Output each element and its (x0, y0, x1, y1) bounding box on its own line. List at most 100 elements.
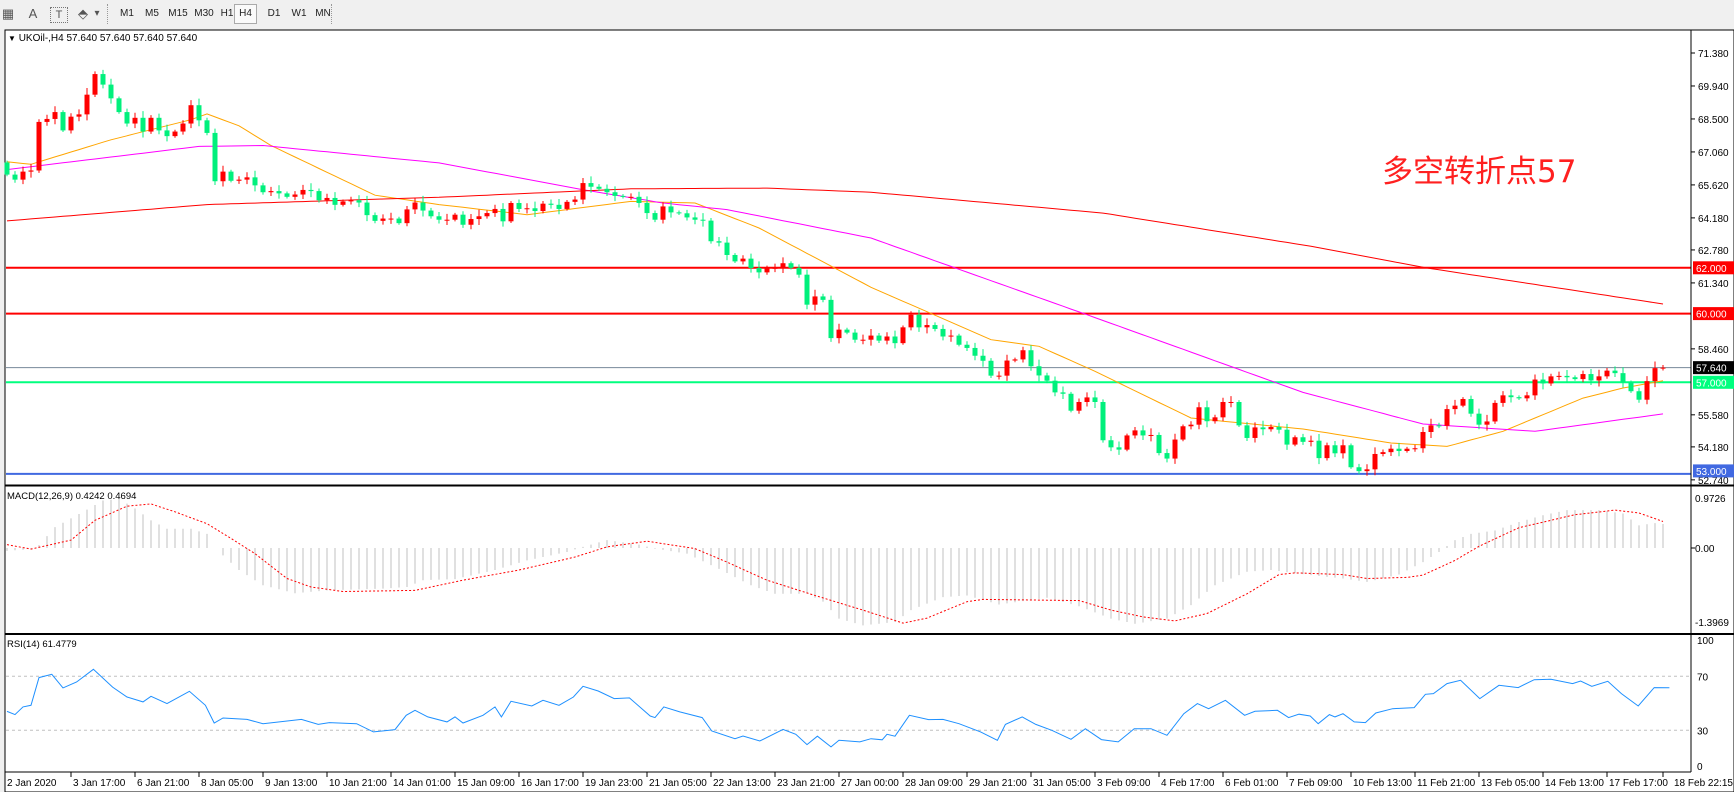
candle-body (828, 299, 834, 339)
candle-body (748, 258, 754, 269)
candle-body (1188, 424, 1194, 427)
timeframe-h4[interactable]: H4 (234, 4, 257, 24)
level-tag-label: 53.000 (1696, 467, 1727, 478)
timeframe-mn[interactable]: MN (315, 8, 331, 19)
candle (468, 213, 474, 230)
candle-body (12, 174, 18, 180)
candle (812, 289, 818, 311)
candle (884, 332, 890, 345)
candle (452, 212, 458, 222)
candle (1572, 375, 1578, 381)
candle-body (540, 203, 546, 212)
candle (556, 198, 562, 215)
time-axis-label: 28 Jan 09:00 (905, 778, 963, 789)
candle-body (28, 170, 34, 172)
candle-body (100, 74, 106, 85)
price-pane[interactable] (4, 69, 1692, 476)
candle (284, 191, 290, 199)
timeframe-m5[interactable]: M5 (145, 8, 159, 19)
candle-body (556, 204, 562, 209)
candle (28, 163, 34, 178)
candle (1348, 443, 1354, 469)
candle (644, 196, 650, 220)
candle (172, 129, 178, 138)
candle-body (124, 112, 130, 124)
candle-body (1204, 407, 1210, 422)
dropdown-arrow-icon[interactable]: ▾ (94, 8, 100, 19)
arrows-icon[interactable]: ⬘ (78, 6, 88, 21)
candle (1164, 448, 1170, 463)
candle (924, 318, 930, 334)
price-axis-label: 68.500 (1698, 115, 1729, 126)
candle-body (1540, 379, 1546, 384)
candle (1444, 404, 1450, 430)
timeframe-m30[interactable]: M30 (194, 8, 214, 19)
candle-body (812, 296, 818, 305)
candle (956, 333, 962, 347)
candle-body (516, 202, 522, 209)
candle-body (108, 84, 114, 99)
timeframe-m15[interactable]: M15 (168, 8, 188, 19)
candle (708, 217, 714, 244)
candle-body (348, 200, 354, 202)
timeframe-w1[interactable]: W1 (291, 8, 307, 19)
candle-body (1332, 445, 1338, 454)
candle-body (652, 213, 658, 220)
candle (132, 112, 138, 129)
candle (68, 113, 74, 134)
timeframe-m1[interactable]: M1 (120, 8, 134, 19)
candle-body (508, 202, 514, 222)
candle (1284, 423, 1290, 450)
candle-body (60, 112, 66, 131)
candle-body (1324, 445, 1330, 459)
rsi-pane[interactable] (6, 668, 1691, 748)
candle (484, 210, 490, 219)
candle (180, 120, 186, 135)
price-axis-label: 62.780 (1698, 246, 1729, 257)
periodicity-grid-icon[interactable]: ▦ (1, 6, 15, 21)
candle (1140, 425, 1146, 440)
candle (1100, 399, 1106, 443)
candle-body (1516, 397, 1522, 399)
timeframe-d1[interactable]: D1 (267, 8, 281, 19)
candle-body (468, 219, 474, 225)
candle-body (1300, 437, 1306, 442)
candle-body (1092, 397, 1098, 402)
candle-body (572, 199, 578, 202)
candle-body (980, 355, 986, 361)
candle (1108, 436, 1114, 452)
candle (60, 110, 66, 133)
candle-body (1276, 426, 1282, 430)
level-tag-bg (1693, 375, 1734, 389)
candle (1556, 371, 1562, 381)
chart-window[interactable]: 71.380 69.940 68.500 67.060 65.620 64.180 62.7… (0, 28, 1734, 792)
time-axis-label: 3 Feb 09:00 (1097, 778, 1151, 789)
candle-body (996, 375, 1002, 377)
candle (1500, 391, 1506, 407)
collapse-triangle-icon[interactable]: ▼ (8, 34, 16, 43)
time-axis-label: 10 Jan 21:00 (329, 778, 387, 789)
time-axis-label: 14 Jan 01:00 (393, 778, 451, 789)
chart-canvas (4, 29, 1734, 792)
candle-body (868, 335, 874, 340)
candle (836, 323, 842, 344)
text-box-icon[interactable]: T (50, 7, 68, 23)
candle (252, 170, 258, 192)
candle (908, 311, 914, 331)
macd-pane[interactable] (6, 498, 1664, 626)
text-label-icon[interactable]: A (28, 6, 38, 21)
candle-body (988, 360, 994, 376)
timeframe-h1[interactable]: H1 (220, 8, 234, 19)
candle (1276, 422, 1282, 434)
candle-body (1588, 374, 1594, 381)
candle (1260, 420, 1266, 436)
candle-body (1500, 395, 1506, 403)
candle (364, 195, 370, 222)
candle (892, 330, 898, 349)
moving-average-line-2 (6, 187, 1664, 305)
candle-body (188, 105, 194, 124)
candle (84, 88, 90, 121)
macd-label: MACD(12,26,9) 0.4242 0.4694 (7, 491, 137, 502)
candle (524, 203, 530, 214)
candle (612, 186, 618, 202)
